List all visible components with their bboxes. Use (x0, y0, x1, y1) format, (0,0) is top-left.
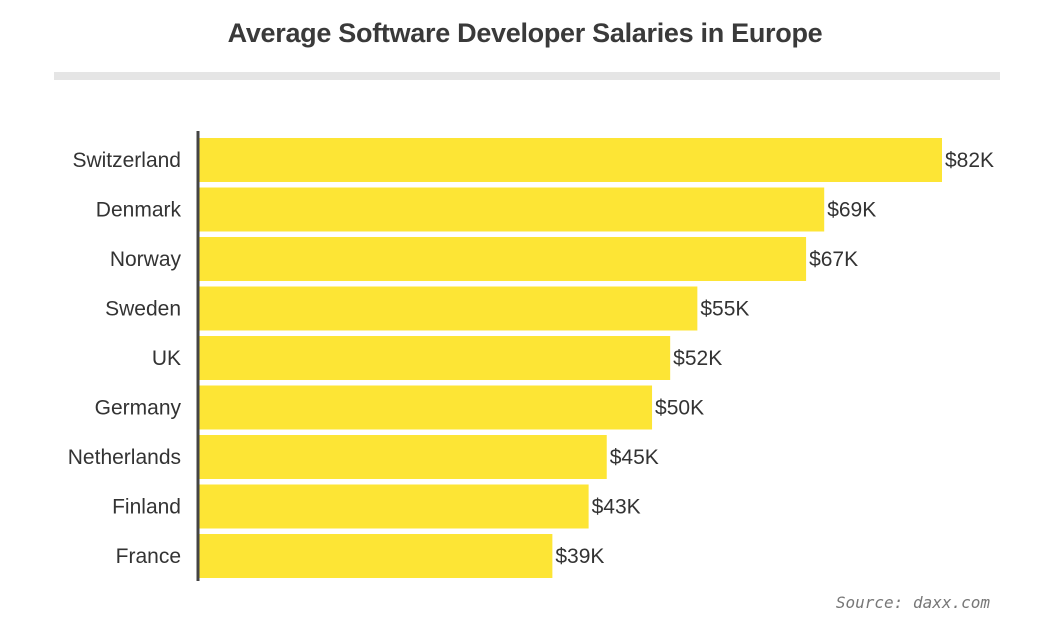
bar-norway (199, 237, 807, 281)
category-label: UK (152, 347, 181, 370)
value-label: $67K (809, 248, 858, 271)
source-note: Source: daxx.com (835, 593, 990, 612)
value-label: $52K (673, 347, 722, 370)
category-label: Netherlands (68, 446, 181, 469)
category-label: Norway (110, 248, 182, 271)
value-label: $50K (655, 397, 704, 420)
value-label: $43K (592, 496, 641, 519)
value-label: $39K (555, 545, 604, 568)
category-label: Switzerland (72, 149, 181, 172)
bar-netherlands (199, 435, 607, 479)
category-label: Sweden (105, 298, 181, 321)
bar-france (199, 534, 553, 578)
chart-title: Average Software Developer Salaries in E… (227, 18, 823, 48)
category-label: Finland (112, 496, 181, 519)
bar-sweden (199, 286, 698, 331)
value-label: $45K (610, 446, 659, 469)
category-label: France (116, 545, 181, 568)
bar-finland (199, 484, 589, 529)
value-label: $82K (945, 149, 994, 172)
bar-denmark (199, 187, 825, 232)
bar-uk (199, 336, 671, 380)
category-label: Denmark (96, 199, 182, 222)
value-label: $69K (827, 199, 876, 222)
title-divider (54, 72, 1000, 80)
category-label: Germany (95, 397, 182, 420)
bar-switzerland (199, 138, 942, 182)
value-label: $55K (700, 298, 749, 321)
bar-germany (199, 385, 653, 430)
